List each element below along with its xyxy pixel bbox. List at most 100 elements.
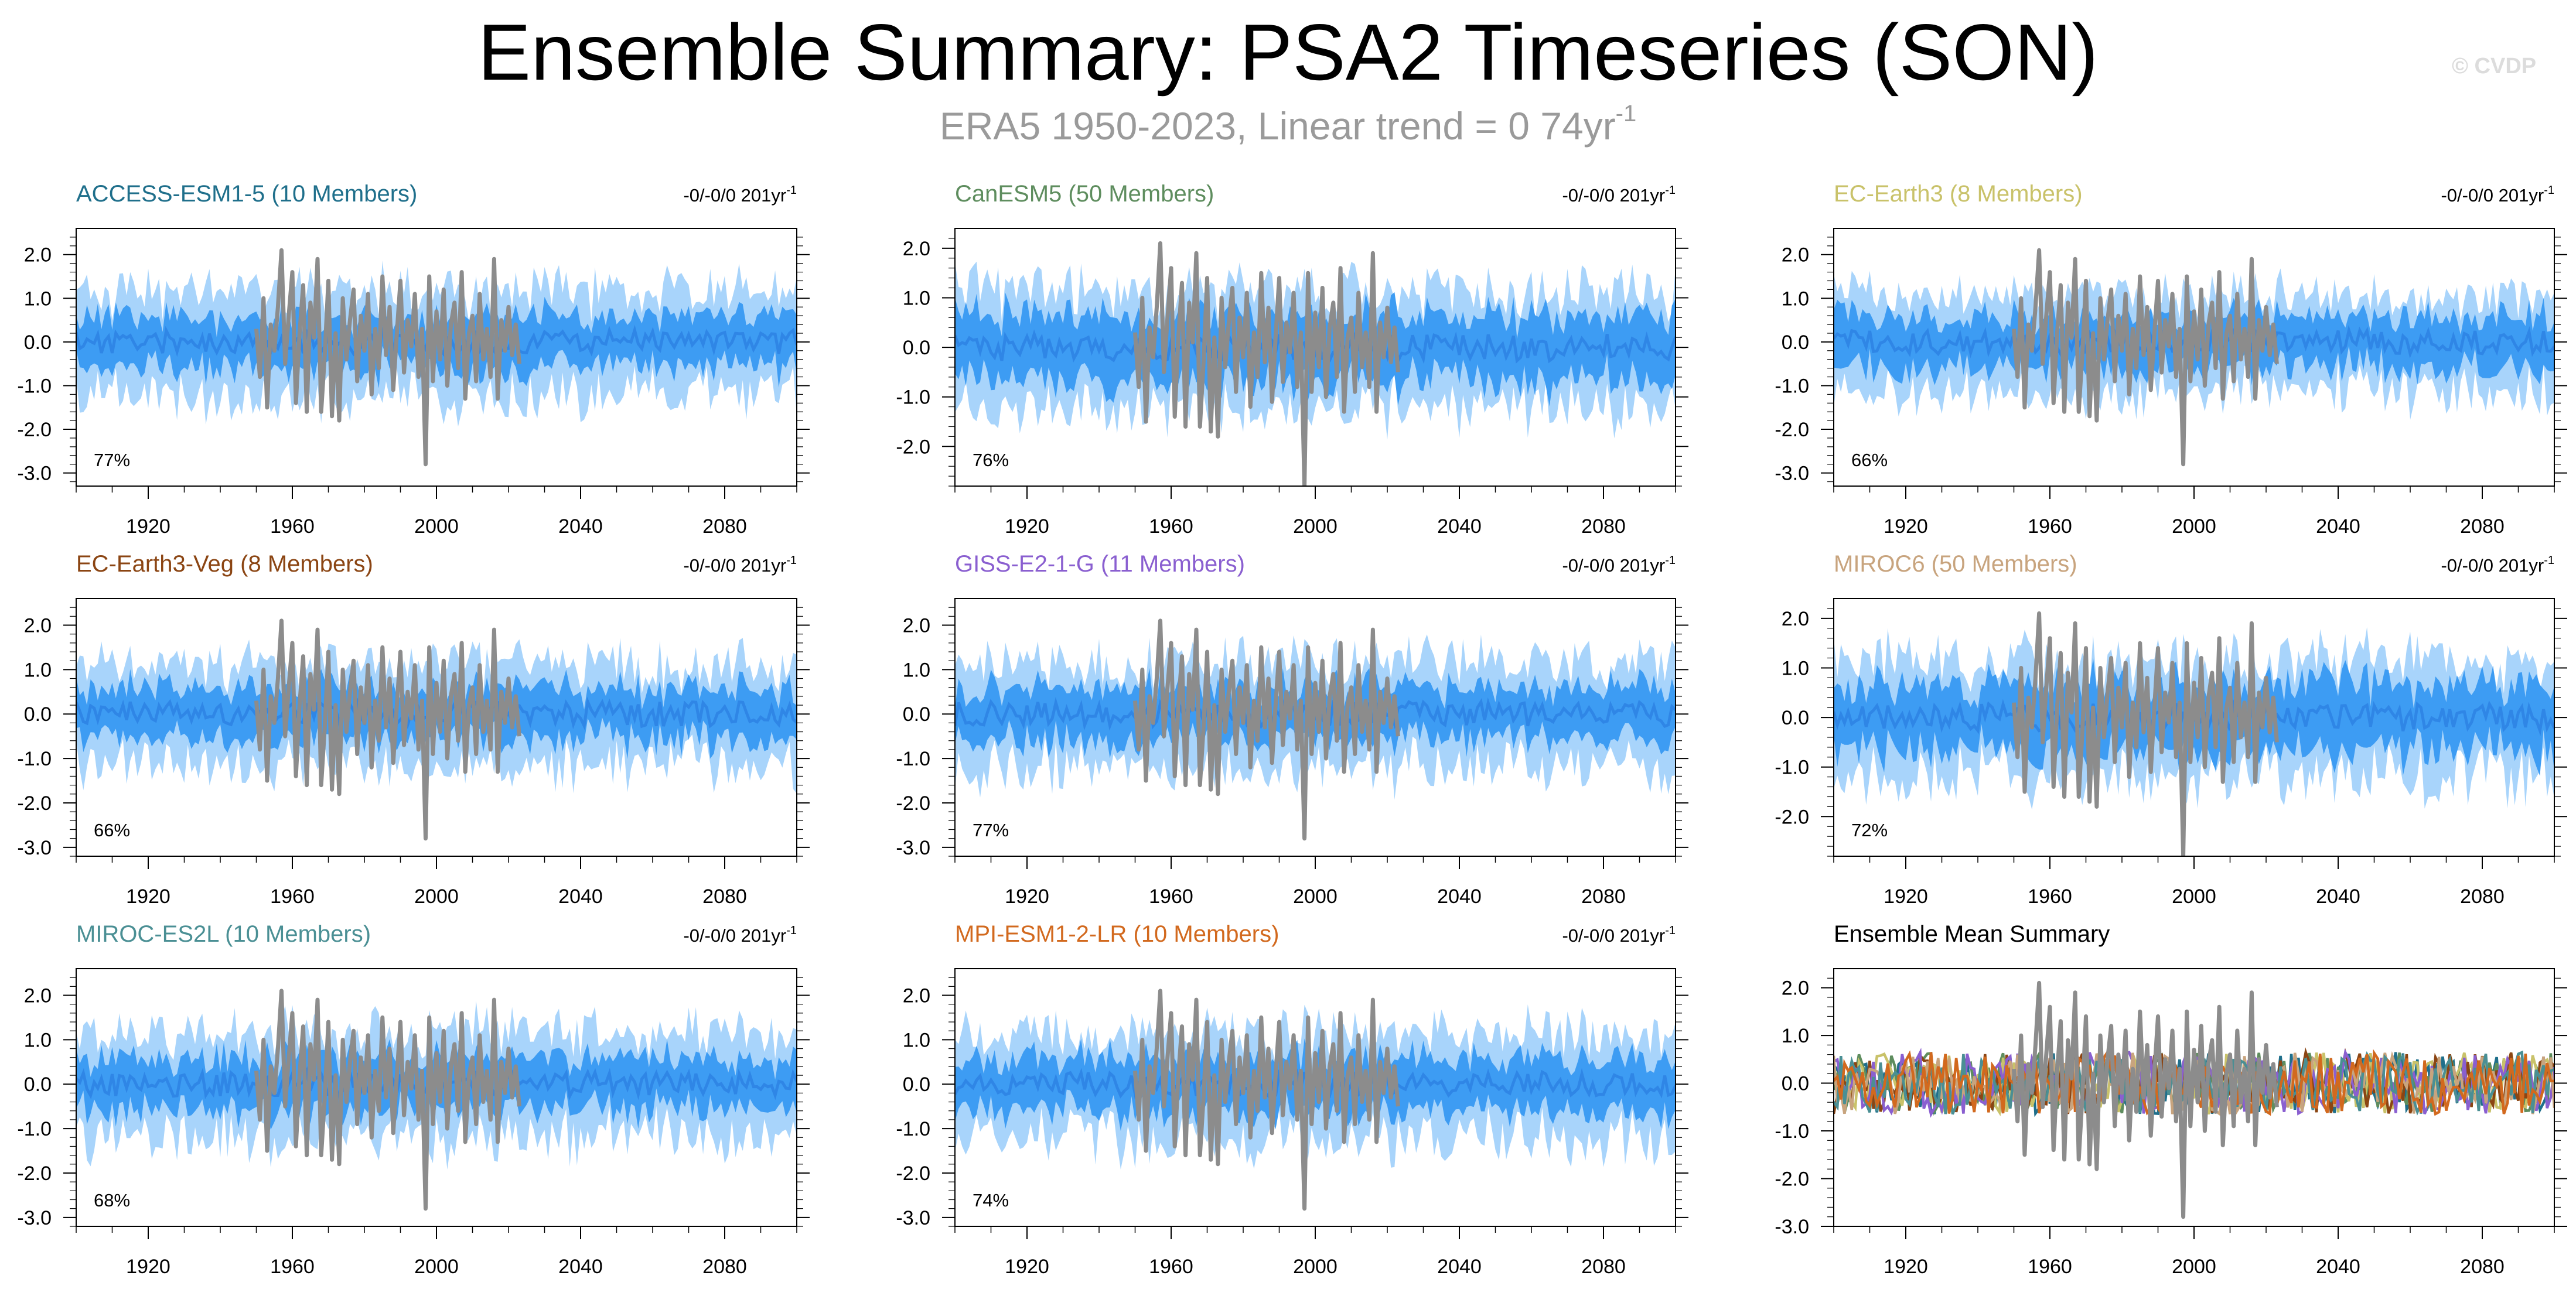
trend-text: -0/-0/0 201yr	[683, 185, 786, 206]
trend-text: -0/-0/0 201yr	[683, 555, 786, 576]
y-tick-label: -3.0	[896, 837, 930, 859]
trend-exponent: -1	[1665, 924, 1676, 937]
y-tick-label: 0.0	[903, 337, 930, 359]
y-tick-label: 0.0	[1782, 331, 1809, 354]
trend-text: -0/-0/0 201yr	[683, 925, 786, 946]
x-tick-label: 2000	[1293, 1256, 1338, 1278]
y-tick-label: -3.0	[1775, 1216, 1809, 1238]
plot-area	[76, 248, 797, 467]
chart-panel-6: 1920 1960 2000 2040 2080 2.0 1.0 0.0 -1.0 -2.0 MIR…	[1775, 551, 2567, 908]
chart-panel-1: 1920 1960 2000 2040 2080 2.0 1.0 0.0 -1.0 -2.0 -3.…	[17, 181, 810, 538]
trend-exponent: -1	[1665, 554, 1676, 567]
panel-percent-label: 68%	[94, 1190, 130, 1211]
y-tick-label: 2.0	[24, 985, 52, 1007]
panel-percent-label: 76%	[973, 450, 1009, 470]
plot-area	[1834, 980, 2554, 1219]
chart-panel-2: 1920 1960 2000 2040 2080 2.0 1.0 0.0 -1.0 -2.0 Can…	[896, 181, 1688, 538]
x-tick-label: 2000	[2172, 885, 2216, 908]
plot-area	[76, 989, 797, 1211]
y-tick-label: 1.0	[24, 1029, 52, 1051]
y-tick-label: -2.0	[17, 419, 52, 441]
x-tick-label: 2000	[414, 515, 459, 538]
plot-area	[76, 618, 797, 841]
x-tick-label: 1960	[1149, 515, 1193, 538]
x-tick-label: 1920	[126, 1256, 170, 1278]
x-tick-label: 1960	[2028, 885, 2072, 908]
panel-trend-label: -0/-0/0 201yr-1	[2441, 554, 2554, 576]
y-tick-label: -1.0	[17, 748, 52, 770]
y-tick-label: -1.0	[17, 375, 52, 397]
panel-trend-label: -0/-0/0 201yr-1	[683, 184, 797, 206]
x-tick-label: 2000	[414, 1256, 459, 1278]
x-tick-label: 1960	[270, 515, 315, 538]
y-tick-label: 2.0	[903, 238, 930, 260]
y-tick-label: -2.0	[17, 792, 52, 815]
x-tick-label: 2040	[1437, 885, 1482, 908]
x-tick-label: 2080	[1581, 885, 1626, 908]
x-tick-label: 2040	[2316, 1256, 2360, 1278]
observed-era5-line	[2012, 980, 2279, 1219]
x-tick-label: 1920	[1884, 885, 1928, 908]
x-tick-label: 2000	[1293, 515, 1338, 538]
x-tick-label: 1960	[270, 1256, 315, 1278]
x-tick-label: 2000	[1293, 885, 1338, 908]
y-tick-label: 0.0	[903, 1073, 930, 1096]
panel-trend-label: -0/-0/0 201yr-1	[683, 924, 797, 946]
y-tick-label: 2.0	[903, 615, 930, 637]
x-tick-label: 2080	[2460, 1256, 2505, 1278]
x-tick-label: 2080	[702, 515, 747, 538]
trend-exponent: -1	[786, 184, 797, 197]
y-tick-label: -1.0	[1775, 375, 1809, 397]
x-tick-label: 1960	[2028, 1256, 2072, 1278]
observed-era5-line	[254, 248, 521, 467]
x-tick-label: 2040	[558, 885, 603, 908]
y-tick-label: 1.0	[903, 1029, 930, 1051]
y-tick-label: 0.0	[1782, 707, 1809, 729]
y-tick-label: 1.0	[1782, 657, 1809, 679]
chart-panel-4: 1920 1960 2000 2040 2080 2.0 1.0 0.0 -1.0 -2.0 -3.…	[17, 551, 810, 908]
x-tick-label: 2000	[2172, 515, 2216, 538]
y-tick-label: 0.0	[1782, 1073, 1809, 1095]
plot-area	[955, 989, 1676, 1211]
panel-title: GISS-E2-1-G (11 Members)	[955, 551, 1245, 577]
y-tick-label: 1.0	[24, 659, 52, 681]
y-tick-label: 0.0	[24, 703, 52, 726]
panel-title: CanESM5 (50 Members)	[955, 181, 1214, 207]
y-tick-label: -3.0	[896, 1207, 930, 1229]
trend-text: -0/-0/0 201yr	[1562, 555, 1665, 576]
trend-exponent: -1	[786, 924, 797, 937]
x-tick-label: 2080	[1581, 1256, 1626, 1278]
panel-title: MIROC6 (50 Members)	[1834, 551, 2077, 577]
panel-percent-label: 72%	[1851, 820, 1888, 840]
x-tick-label: 1960	[1149, 1256, 1193, 1278]
trend-exponent: -1	[2544, 184, 2554, 197]
trend-text: -0/-0/0 201yr	[2441, 555, 2544, 576]
chart-panel-3: 1920 1960 2000 2040 2080 2.0 1.0 0.0 -1.0 -2.0 -3.…	[1775, 181, 2567, 538]
x-tick-label: 2040	[2316, 515, 2360, 538]
x-tick-label: 2080	[702, 885, 747, 908]
y-tick-label: -1.0	[17, 1118, 52, 1140]
chart-panel-5: 1920 1960 2000 2040 2080 2.0 1.0 0.0 -1.0 -2.0 -3.…	[896, 551, 1688, 908]
trend-text: -0/-0/0 201yr	[1562, 185, 1665, 206]
x-tick-label: 1920	[1884, 515, 1928, 538]
y-tick-label: -1.0	[1775, 1120, 1809, 1143]
panel-trend-label: -0/-0/0 201yr-1	[683, 554, 797, 576]
x-tick-label: 1920	[1005, 515, 1049, 538]
observed-era5-line	[254, 618, 521, 841]
observed-era5-line	[2012, 248, 2279, 467]
y-tick-label: 0.0	[24, 1073, 52, 1096]
y-tick-label: -2.0	[1775, 1168, 1809, 1191]
observed-era5-line	[2012, 611, 2279, 856]
panel-percent-label: 77%	[973, 820, 1009, 840]
x-tick-label: 1920	[126, 515, 170, 538]
chart-panel-7: 1920 1960 2000 2040 2080 2.0 1.0 0.0 -1.0 -2.0 -3.…	[17, 921, 810, 1278]
y-tick-label: 2.0	[24, 615, 52, 637]
panel-title: Ensemble Mean Summary	[1834, 921, 2110, 947]
x-tick-label: 1920	[126, 885, 170, 908]
y-tick-label: -3.0	[17, 463, 52, 485]
observed-era5-line	[1133, 241, 1400, 486]
y-tick-label: -3.0	[17, 1207, 52, 1229]
y-tick-label: 2.0	[903, 985, 930, 1007]
x-tick-label: 2080	[702, 1256, 747, 1278]
